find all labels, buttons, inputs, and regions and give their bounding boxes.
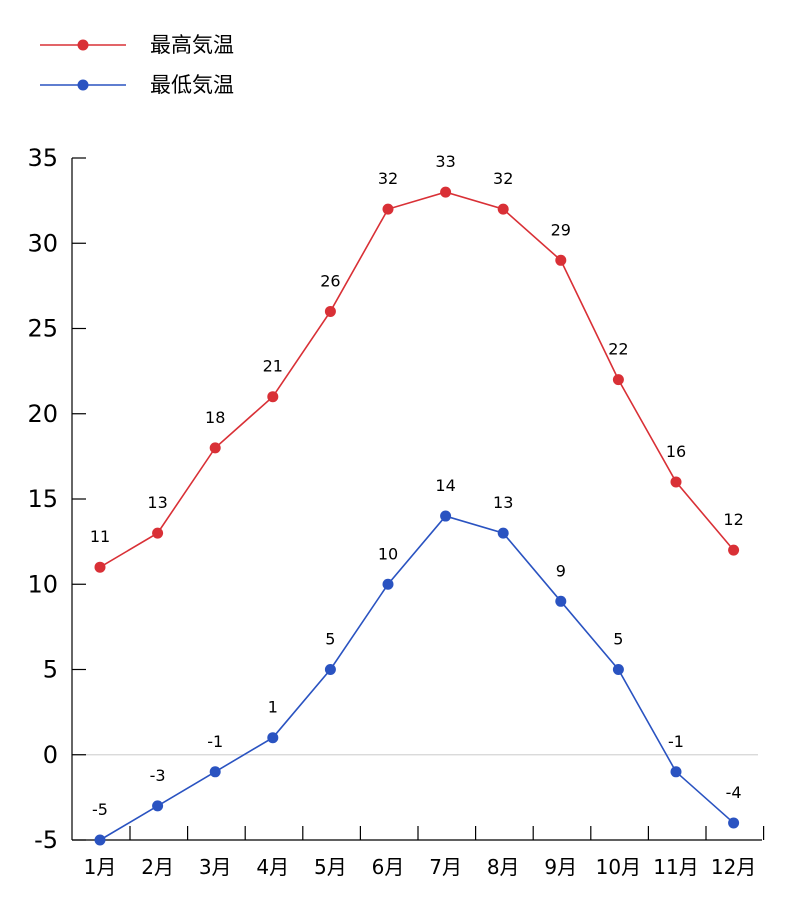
- data-label: -4: [726, 783, 742, 802]
- data-label: 32: [493, 169, 513, 188]
- legend-label: 最高気温: [150, 33, 234, 57]
- data-label: -3: [150, 766, 166, 785]
- data-label: 18: [205, 408, 225, 427]
- x-tick-label: 7月: [429, 855, 462, 879]
- y-tick-label: 20: [27, 400, 58, 428]
- x-tick-label: 3月: [199, 855, 232, 879]
- data-label: 26: [320, 271, 340, 290]
- data-point: [382, 578, 394, 590]
- data-point: [152, 800, 164, 812]
- x-tick-label: 12月: [711, 855, 756, 879]
- data-label: -1: [207, 732, 223, 751]
- data-point: [612, 664, 624, 675]
- data-label: 14: [435, 476, 455, 495]
- data-point: [555, 595, 567, 607]
- data-point: [209, 442, 221, 454]
- y-tick-label: 0: [43, 741, 58, 769]
- y-tick-label: 30: [27, 229, 58, 257]
- x-tick-label: 9月: [544, 855, 577, 879]
- x-tick-label: 8月: [487, 855, 520, 879]
- data-label: -1: [668, 732, 684, 751]
- data-point: [670, 476, 682, 488]
- data-label: 32: [378, 169, 398, 188]
- data-point: [382, 203, 394, 215]
- data-point: [497, 527, 509, 539]
- data-label: 21: [263, 357, 283, 376]
- series-line: [99, 191, 735, 568]
- data-point: [152, 527, 164, 539]
- data-label: 10: [378, 544, 398, 563]
- x-tick-label: 10月: [596, 855, 641, 879]
- x-tick-label: 2月: [141, 855, 174, 879]
- data-point: [728, 817, 740, 829]
- x-tick-label: 4月: [256, 855, 289, 879]
- data-point: [324, 305, 336, 317]
- x-tick-label: 6月: [372, 855, 405, 879]
- data-label: 33: [435, 152, 455, 171]
- y-tick-label: 5: [43, 656, 58, 684]
- legend-marker: [77, 79, 89, 91]
- data-label: 5: [613, 630, 623, 649]
- series-1: 11 13 18 21 26 32 33 32 29 22 16 12: [90, 152, 744, 573]
- data-point: [324, 664, 336, 675]
- data-label: 9: [556, 561, 566, 580]
- x-tick-label: 5月: [314, 855, 347, 879]
- data-point: [94, 834, 106, 846]
- y-tick-label: 10: [27, 570, 58, 598]
- x-tick-label: 1月: [84, 855, 117, 879]
- data-label: 13: [147, 493, 167, 512]
- data-label: -5: [92, 800, 108, 819]
- data-label: 22: [608, 340, 628, 359]
- data-point: [267, 732, 279, 744]
- data-label: 1: [268, 698, 278, 717]
- data-point: [440, 186, 452, 198]
- data-label: 13: [493, 493, 513, 512]
- data-point: [440, 510, 452, 522]
- legend-marker: [77, 39, 89, 51]
- x-tick-label: 11月: [653, 855, 698, 879]
- series-2: -5 -3 -1 1 5 10 14 13 9 5 -1 -4: [92, 476, 742, 846]
- data-point: [728, 544, 740, 556]
- data-label: 16: [666, 442, 686, 461]
- data-label: 12: [723, 510, 743, 529]
- y-tick-label: 15: [27, 485, 58, 513]
- y-tick-label: 35: [27, 144, 58, 172]
- data-point: [267, 391, 279, 403]
- data-point: [94, 561, 106, 573]
- data-point: [555, 254, 567, 266]
- series-layer: 11 13 18 21 26 32 33 32 29 22 16 12 -5 -3 -1 1 5 10 14 13 9 5…: [90, 152, 744, 846]
- data-label: 5: [325, 630, 335, 649]
- data-point: [670, 766, 682, 778]
- y-tick-label: 25: [27, 315, 58, 343]
- y-tick-label: -5: [34, 826, 58, 854]
- legend-label: 最低気温: [150, 73, 234, 97]
- data-point: [209, 766, 221, 778]
- series-line: [99, 515, 735, 841]
- data-point: [612, 374, 624, 386]
- data-point: [497, 203, 509, 215]
- data-label: 11: [90, 527, 110, 546]
- data-label: 29: [551, 220, 571, 239]
